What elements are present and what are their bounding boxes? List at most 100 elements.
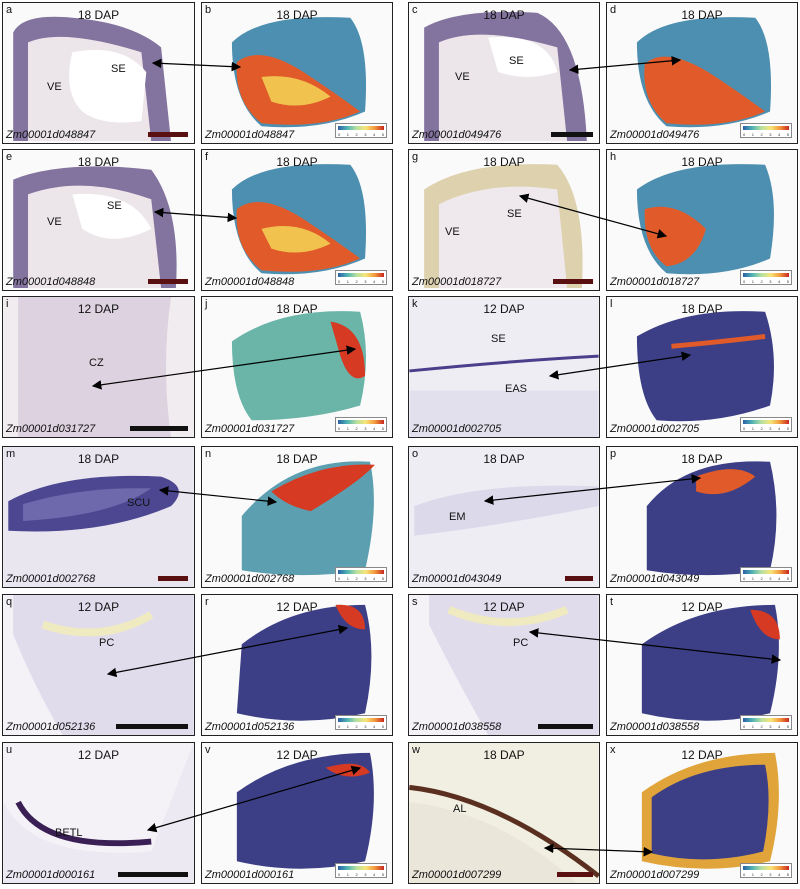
panel-letter: k xyxy=(412,298,418,310)
tissue-label-scu: SCU xyxy=(127,497,151,509)
scale-bar xyxy=(551,132,593,137)
tissue-label-ve: VE xyxy=(455,71,470,83)
panel-letter: q xyxy=(6,596,13,608)
gene-id: Zm00001d000161 xyxy=(205,869,295,881)
dap-label: 18 DAP xyxy=(276,8,318,22)
panel-m: m 18 DAP SCU Zm00001d002768 xyxy=(2,446,195,588)
panel-s: s 12 DAP PC Zm00001d038558 xyxy=(408,594,600,736)
tissue-label-pc: PC xyxy=(513,637,529,649)
heatmap-image xyxy=(646,461,777,576)
heatmap-image xyxy=(231,164,367,275)
gene-id: Zm00001d038558 xyxy=(412,721,502,733)
scale-bar xyxy=(148,279,188,284)
tissue-image xyxy=(409,743,599,883)
dap-label: 12 DAP xyxy=(681,600,723,614)
panel-letter: w xyxy=(412,744,420,756)
panel-letter: v xyxy=(205,744,211,756)
gene-id: Zm00001d048848 xyxy=(205,276,295,288)
scale-bar xyxy=(553,279,593,284)
tissue-label-ve: VE xyxy=(445,226,460,238)
gene-id: Zm00001d002768 xyxy=(205,573,295,585)
tissue-image xyxy=(3,447,194,587)
tissue-label-ve: VE xyxy=(47,216,62,228)
gene-id: Zm00001d048847 xyxy=(205,129,295,141)
tissue-image xyxy=(3,595,194,735)
panel-letter: d xyxy=(610,4,617,16)
gene-id: Zm00001d049476 xyxy=(610,129,700,141)
dap-label: 18 DAP xyxy=(681,8,723,22)
gene-id: Zm00001d002705 xyxy=(412,423,502,435)
tissue-label-se: SE xyxy=(111,63,126,75)
tissue-image xyxy=(409,595,599,735)
dap-label: 18 DAP xyxy=(276,452,318,466)
heatmap-image xyxy=(236,604,372,721)
panel-letter: l xyxy=(610,298,613,310)
tissue-label-betl: BETL xyxy=(55,827,83,839)
gene-id: Zm00001d052136 xyxy=(6,721,96,733)
tissue-image xyxy=(13,166,177,289)
panel-a: a 18 DAP VE SE Zm00001d048847 xyxy=(2,2,195,144)
tissue-label-se: SE xyxy=(107,200,122,212)
panel-letter: n xyxy=(205,448,212,460)
heatmap-image xyxy=(641,752,779,869)
heatmap-image xyxy=(636,164,774,275)
dap-label: 12 DAP xyxy=(276,748,318,762)
dap-label: 12 DAP xyxy=(483,600,525,614)
tissue-label-eas: EAS xyxy=(505,383,528,395)
tissue-image xyxy=(424,164,583,289)
tissue-image xyxy=(424,11,587,142)
dap-label: 12 DAP xyxy=(77,600,120,614)
gene-id: Zm00001d002768 xyxy=(6,573,96,585)
gene-id: Zm00001d018727 xyxy=(610,276,700,288)
dap-label: 18 DAP xyxy=(483,748,525,762)
panel-u: u 12 DAP BETL Zm00001d000161 xyxy=(2,742,195,884)
dap-label: 18 DAP xyxy=(276,302,318,316)
panel-letter: s xyxy=(412,596,418,608)
gene-id: Zm00001d018727 xyxy=(412,276,502,288)
panel-letter: b xyxy=(205,4,212,16)
scale-bar xyxy=(130,426,188,431)
dap-label: 12 DAP xyxy=(483,302,525,316)
heatmap-image xyxy=(636,17,772,128)
tissue-label-al: AL xyxy=(453,803,467,815)
panel-w: w 18 DAP AL Zm00001d007299 xyxy=(408,742,600,884)
panel-letter: h xyxy=(610,151,617,163)
tissue-label-cz: CZ xyxy=(89,357,104,369)
dap-label: 12 DAP xyxy=(681,748,723,762)
panel-letter: i xyxy=(6,298,9,310)
gene-id: Zm00001d052136 xyxy=(205,721,295,733)
tissue-image xyxy=(409,447,599,587)
dap-label: 18 DAP xyxy=(77,452,120,466)
heatmap-image xyxy=(231,311,367,421)
tissue-image xyxy=(409,297,599,437)
gene-id: Zm00001d043049 xyxy=(412,573,502,585)
heatmap-image xyxy=(231,17,367,128)
scale-bar xyxy=(557,872,593,877)
tissue-label-ve: VE xyxy=(47,81,62,93)
gene-id: Zm00001d000161 xyxy=(6,869,96,881)
panel-letter: a xyxy=(6,4,13,16)
panel-letter: u xyxy=(6,744,13,756)
dap-label: 18 DAP xyxy=(681,155,723,169)
dap-label: 12 DAP xyxy=(77,748,120,762)
gene-id: Zm00001d007299 xyxy=(412,869,502,881)
gene-id: Zm00001d031727 xyxy=(205,423,295,435)
panel-e: e 18 DAP VE SE Zm00001d048848 xyxy=(2,149,195,291)
panel-letter: p xyxy=(610,448,617,460)
gene-id: Zm00001d049476 xyxy=(412,129,502,141)
dap-label: 18 DAP xyxy=(483,452,525,466)
